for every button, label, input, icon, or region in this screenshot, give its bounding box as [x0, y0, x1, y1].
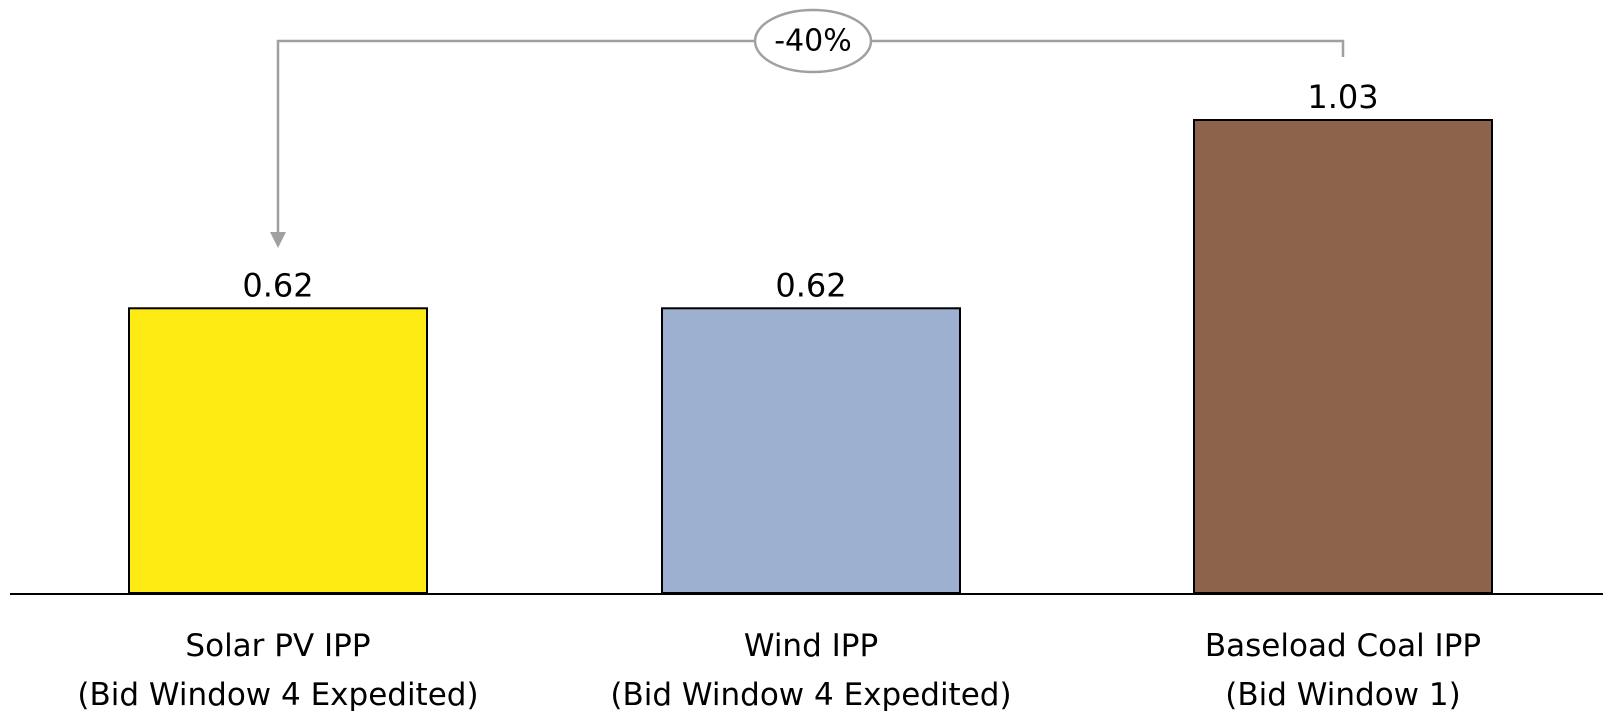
category-label-wind-ipp-line-1: Wind IPP [744, 628, 878, 664]
category-label-solar-pv-ipp-line-1: Solar PV IPP [185, 628, 370, 664]
category-label-wind-ipp-line-2: (Bid Window 4 Expedited) [610, 677, 1011, 711]
bar-solar-pv-ipp [129, 308, 427, 593]
value-label-baseload-coal-ipp: 1.03 [1307, 78, 1378, 116]
annotation-arrowhead [270, 232, 286, 248]
category-label-baseload-coal-ipp-line-2: (Bid Window 1) [1225, 677, 1460, 711]
bars-group [129, 120, 1492, 593]
category-labels-group: Solar PV IPP (Bid Window 4 Expedited) Wind… [77, 628, 1481, 711]
category-label-baseload-coal-ipp-line-1: Baseload Coal IPP [1205, 628, 1481, 664]
annotation-label: -40% [774, 24, 852, 59]
category-label-solar-pv-ipp-line-2: (Bid Window 4 Expedited) [77, 677, 478, 711]
bar-baseload-coal-ipp [1194, 120, 1492, 593]
change-annotation: -40% [270, 10, 1343, 248]
value-label-wind-ipp: 0.62 [775, 266, 846, 304]
value-label-solar-pv-ipp: 0.62 [242, 266, 313, 304]
bar-wind-ipp [662, 308, 960, 593]
